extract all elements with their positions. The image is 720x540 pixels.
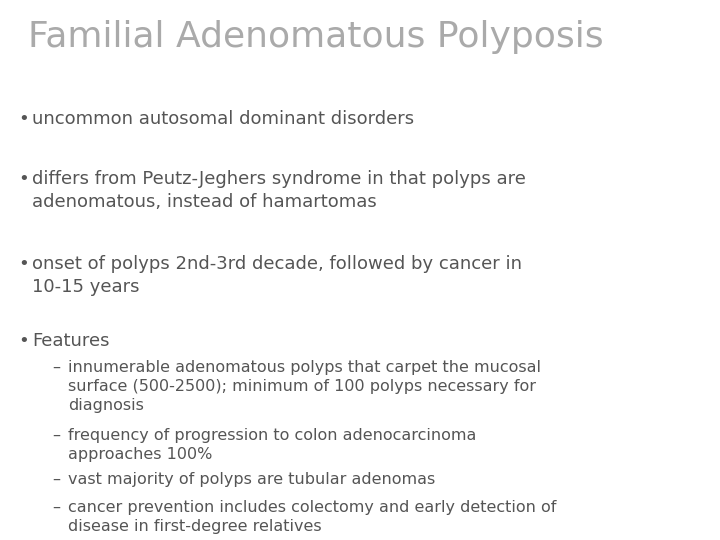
Text: •: • — [18, 110, 29, 128]
Text: –: – — [52, 428, 60, 443]
Text: frequency of progression to colon adenocarcinoma
approaches 100%: frequency of progression to colon adenoc… — [68, 428, 477, 462]
Text: –: – — [52, 500, 60, 515]
Text: Features: Features — [32, 332, 109, 350]
Text: •: • — [18, 170, 29, 188]
Text: •: • — [18, 332, 29, 350]
Text: innumerable adenomatous polyps that carpet the mucosal
surface (500-2500); minim: innumerable adenomatous polyps that carp… — [68, 360, 541, 413]
Text: –: – — [52, 360, 60, 375]
Text: differs from Peutz-Jeghers syndrome in that polyps are
adenomatous, instead of h: differs from Peutz-Jeghers syndrome in t… — [32, 170, 526, 211]
Text: Familial Adenomatous Polyposis: Familial Adenomatous Polyposis — [28, 20, 603, 54]
Text: •: • — [18, 255, 29, 273]
Text: onset of polyps 2nd-3rd decade, followed by cancer in
10-15 years: onset of polyps 2nd-3rd decade, followed… — [32, 255, 522, 296]
Text: uncommon autosomal dominant disorders: uncommon autosomal dominant disorders — [32, 110, 414, 128]
Text: –: – — [52, 472, 60, 487]
Text: vast majority of polyps are tubular adenomas: vast majority of polyps are tubular aden… — [68, 472, 436, 487]
Text: cancer prevention includes colectomy and early detection of
disease in first-deg: cancer prevention includes colectomy and… — [68, 500, 557, 534]
